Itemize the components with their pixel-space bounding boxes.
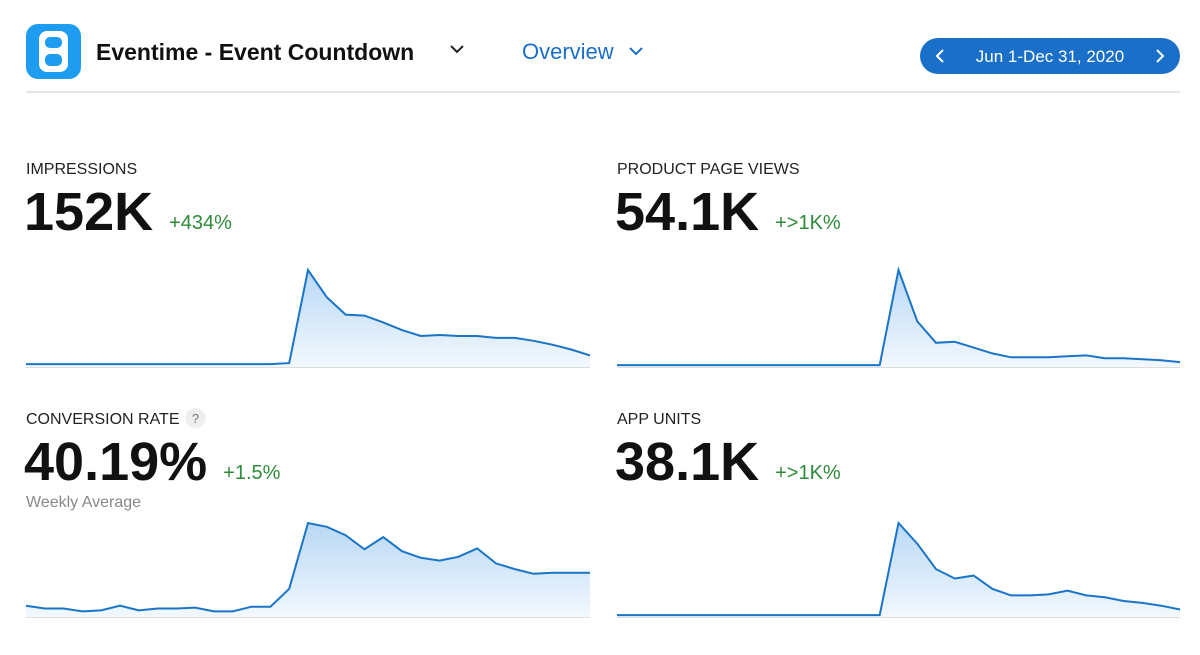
sparkline-area (617, 523, 1180, 617)
metric-label: APP UNITS (617, 411, 701, 428)
metric-value: 38.1K (615, 432, 759, 492)
metric-note: Weekly Average (26, 494, 141, 511)
app-icon[interactable] (26, 24, 81, 79)
view-selector[interactable]: Overview (522, 39, 614, 64)
metric-change: +434% (169, 212, 232, 234)
metric-label: IMPRESSIONS (26, 161, 137, 178)
metric-label: PRODUCT PAGE VIEWS (617, 161, 800, 178)
next-button[interactable] (1156, 49, 1165, 63)
metric-label: CONVERSION RATE (26, 411, 180, 428)
sparkline (617, 520, 1181, 617)
metric-value: 152K (24, 182, 153, 242)
metric-value: 40.19% (24, 432, 207, 492)
sparkline (26, 267, 591, 366)
date-range-pill (920, 38, 1180, 74)
view-chevron[interactable] (629, 47, 643, 56)
help-icon[interactable] (185, 408, 206, 428)
sparkline-area (26, 270, 590, 367)
sparkline-area (26, 523, 590, 617)
date-range[interactable]: Jun 1-Dec 31, 2020 (976, 47, 1124, 66)
metric-value: 54.1K (615, 182, 759, 242)
sparkline (25, 521, 590, 613)
help-text[interactable]: ? (192, 411, 199, 426)
metric-change: +>1K% (775, 462, 841, 484)
metric-change: +>1K% (775, 212, 841, 234)
sparkline-area (617, 270, 1180, 367)
sparkline (617, 266, 1181, 367)
app-name[interactable]: Eventime - Event Countdown (96, 39, 414, 65)
app-chevron[interactable] (450, 45, 464, 54)
metric-change: +1.5% (223, 462, 280, 484)
prev-button[interactable] (935, 49, 944, 63)
